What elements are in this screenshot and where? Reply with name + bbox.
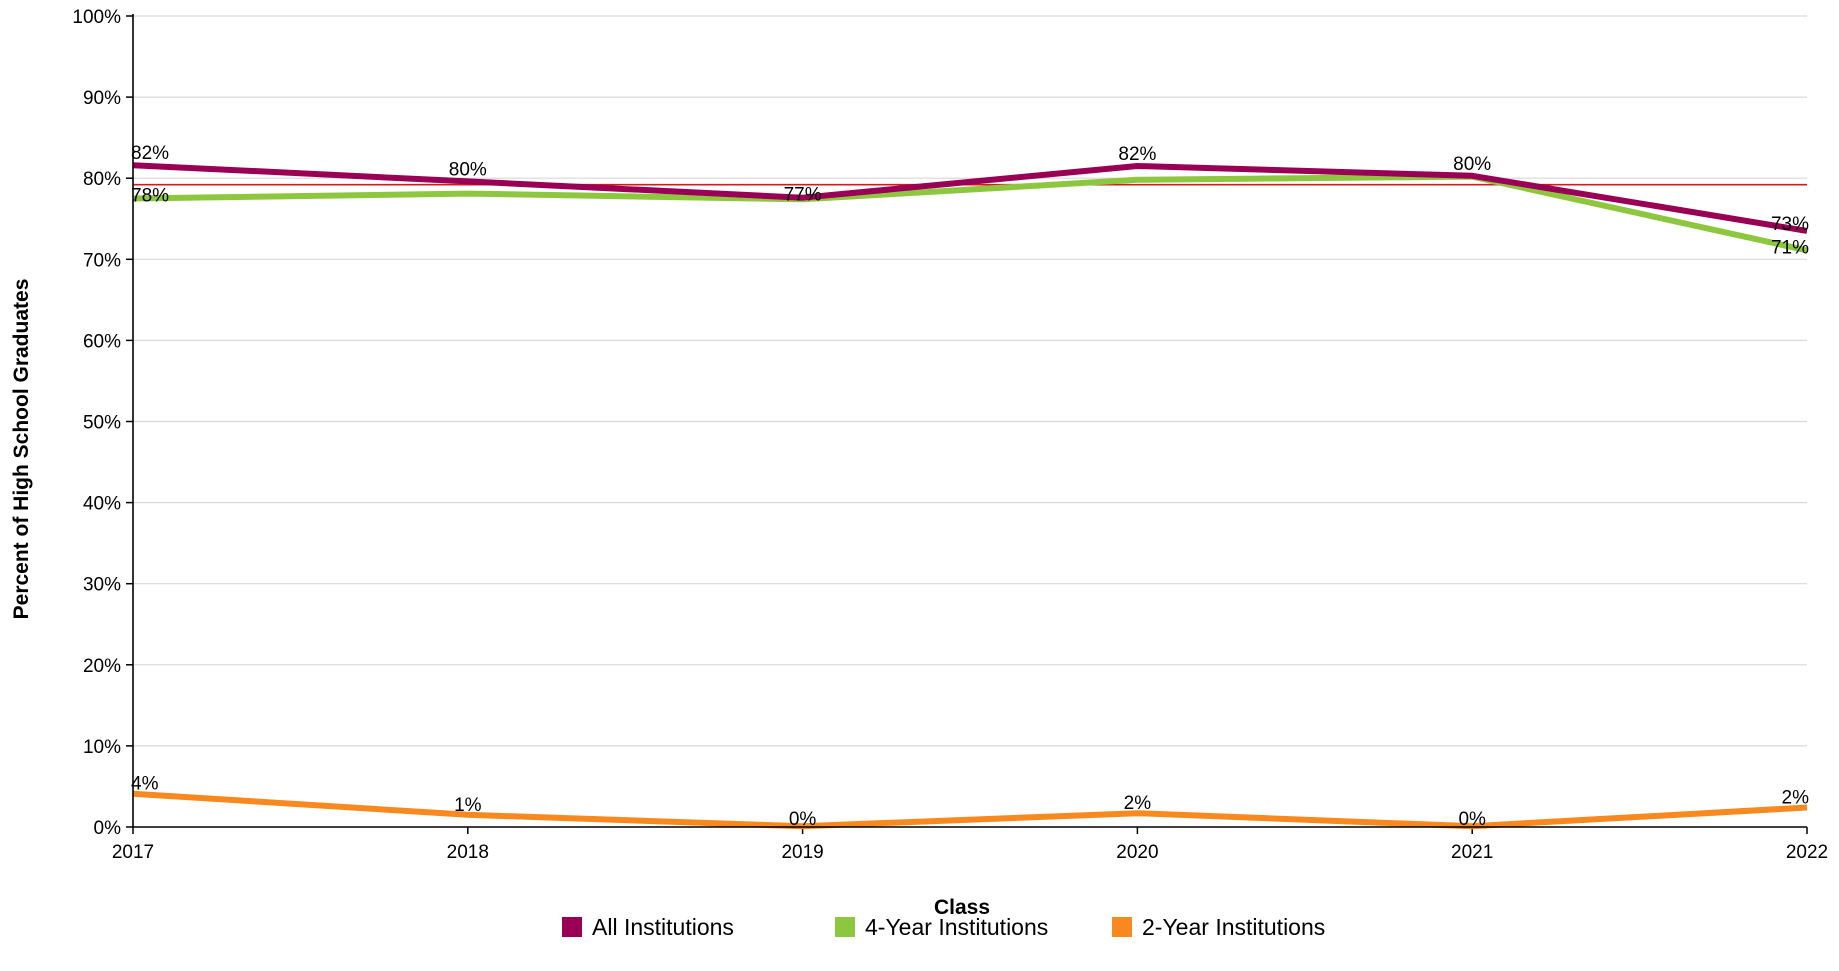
data-labels: 82% 80% 77% 82% 80% 73% 78% 71% 4% 1% 0% 2% 0% 2% [131, 143, 1809, 830]
legend-label: 2-Year Institutions [1142, 914, 1325, 940]
y-tick-label: 80% [83, 169, 121, 190]
series-line-all-institutions [132, 162, 1808, 234]
data-label: 82% [131, 143, 169, 164]
y-tick-label: 30% [83, 575, 121, 596]
series-line-4-year-institutions [132, 173, 1808, 254]
x-axis-ticks: 2017 2018 2019 2020 2021 2022 [112, 827, 1828, 863]
data-label: 80% [449, 159, 487, 180]
y-tick-label: 60% [83, 331, 121, 352]
legend-swatch [562, 917, 582, 937]
data-label: 2% [1782, 788, 1810, 809]
x-tick-label: 2022 [1786, 842, 1828, 863]
series-line-2-year-institutions [132, 790, 1808, 830]
legend-label: All Institutions [592, 914, 734, 940]
data-label: 0% [1458, 809, 1486, 830]
x-tick-label: 2017 [112, 842, 154, 863]
series-layer [132, 162, 1808, 830]
y-tick-label: 0% [94, 818, 122, 839]
data-label: 4% [131, 774, 159, 795]
y-tick-label: 40% [83, 494, 121, 515]
y-axis-ticks: 0% 10% 20% 30% 40% 50% 60% 70% 80% 90% 100% [72, 7, 133, 839]
y-tick-label: 90% [83, 88, 121, 109]
legend-label: 4-Year Institutions [865, 914, 1048, 940]
data-label: 80% [1453, 154, 1491, 175]
data-label: 0% [789, 809, 817, 830]
x-axis-title: Class [934, 896, 990, 919]
x-tick-label: 2018 [447, 842, 489, 863]
y-tick-label: 20% [83, 656, 121, 677]
x-tick-label: 2021 [1451, 842, 1493, 863]
legend-swatch [835, 917, 855, 937]
data-label: 2% [1124, 793, 1152, 814]
data-label: 78% [131, 185, 169, 206]
legend-swatch [1112, 917, 1132, 937]
y-tick-label: 50% [83, 413, 121, 434]
data-label: 73% [1771, 214, 1809, 235]
y-tick-label: 70% [83, 250, 121, 271]
gridlines [133, 15, 1807, 747]
legend: All Institutions 4-Year Institutions 2-Yea… [562, 914, 1325, 940]
data-label: 82% [1118, 144, 1156, 165]
axes [132, 14, 1807, 828]
x-tick-label: 2019 [781, 842, 823, 863]
data-label: 71% [1771, 237, 1809, 258]
y-tick-label: 10% [83, 737, 121, 758]
y-axis-title: Percent of High School Graduates [10, 279, 33, 620]
y-tick-label: 100% [72, 7, 121, 28]
data-label: 77% [784, 185, 822, 206]
x-tick-label: 2020 [1116, 842, 1158, 863]
data-label: 1% [454, 795, 482, 816]
